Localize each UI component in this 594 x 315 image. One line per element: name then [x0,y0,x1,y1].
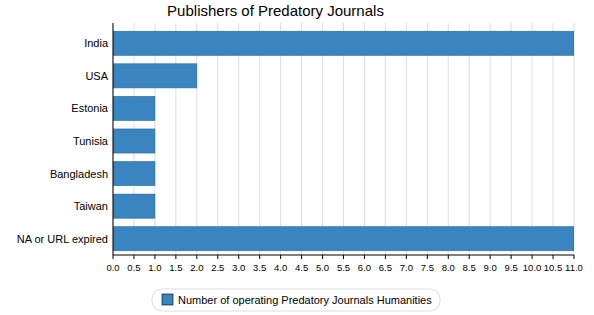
y-tick-label: Estonia [71,102,109,114]
bar [113,162,155,186]
x-tick-label: 3.0 [232,262,245,273]
tick-mark [175,255,176,259]
y-tick-label: Taiwan [74,200,108,212]
x-tick-label: 10.5 [544,262,563,273]
tick-mark [113,255,114,259]
tick-mark [385,255,386,259]
grid-line [553,23,554,255]
grid-line [427,23,428,255]
tick-mark [259,255,260,259]
x-tick-label: 4.5 [295,262,308,273]
x-tick-label: 1.0 [148,262,161,273]
bar [113,31,574,55]
x-tick-label: 2.0 [190,262,203,273]
x-tick-label: 3.5 [253,262,266,273]
grid-line [511,23,512,255]
title: Publishers of Predatory Journals [167,2,384,19]
tick-mark [469,255,470,259]
tick-mark [196,255,197,259]
grid-line [385,23,386,255]
tick-mark [553,255,554,259]
chart-svg: Publishers of Predatory Journals 0.0 0.5 1.… [0,0,594,315]
grid-line [113,23,114,255]
x-tick-label: 2.5 [211,262,224,273]
grid-line [280,23,281,255]
grid-line [217,23,218,255]
x-tick-label: 9.0 [484,262,497,273]
legend-box [152,289,440,311]
tick-mark [154,255,155,259]
y-tick-label: Bangladesh [50,168,108,180]
tick-mark [490,255,491,259]
x-tick-label: 5.5 [337,262,350,273]
grid-line [448,23,449,255]
grid-line [259,23,260,255]
grid-line [238,23,239,255]
grid-line [490,23,491,255]
tick-mark [532,255,533,259]
grid: 0.0 0.5 1.0 1.5 2.0 2.5 3.0 3.5 4.0 4.5 5.0 5.5 6.0 6… [106,23,583,273]
y-tick-label: NA or URL expired [17,233,108,245]
tick-mark [448,255,449,259]
bars [113,31,574,251]
x-tick-label: 7.5 [421,262,434,273]
tick-mark [406,255,407,259]
bar [113,227,574,251]
x-tick-label: 4.0 [274,262,287,273]
legend: Number of operating Predatory Journals H… [152,289,440,311]
chart-container: Publishers of Predatory Journals 0.0 0.5 1.… [0,0,594,315]
grid-line [406,23,407,255]
tick-mark [574,255,575,259]
tick-mark [343,255,344,259]
grid-line [175,23,176,255]
bar [113,96,155,120]
y-tick-label: India [84,37,109,49]
tick-mark [301,255,302,259]
tick-mark [364,255,365,259]
tick-mark [280,255,281,259]
grid-line [574,23,575,255]
x-tick-label: 5.0 [316,262,329,273]
x-tick-label: 1.5 [169,262,182,273]
grid-line [343,23,344,255]
grid-line [532,23,533,255]
x-tick-label: 0.0 [106,262,119,273]
grid-line [322,23,323,255]
bar [113,194,155,218]
x-tick-label: 8.0 [442,262,455,273]
grid-line [364,23,365,255]
grid-line [196,23,197,255]
x-tick-label: 8.5 [463,262,476,273]
x-axis-line [113,255,574,256]
y-tick-label: USA [85,70,108,82]
bar [113,64,197,88]
tick-mark [217,255,218,259]
x-tick-label: 11.0 [565,262,583,273]
legend-swatch [162,294,173,305]
y-tick-label: Tunisia [73,135,109,147]
x-tick-label: 10.0 [523,262,542,273]
tick-mark [427,255,428,259]
tick-mark [133,255,134,259]
tick-mark [238,255,239,259]
x-tick-label: 6.0 [358,262,371,273]
x-tick-label: 0.5 [127,262,140,273]
x-tick-label: 6.5 [379,262,392,273]
x-tick-label: 7.0 [400,262,413,273]
y-axis-line [113,23,114,255]
x-tick-label: 9.5 [505,262,518,273]
grid-line [469,23,470,255]
tick-mark [511,255,512,259]
grid-line [301,23,302,255]
legend-label: Number of operating Predatory Journals H… [178,294,432,306]
bar [113,129,155,153]
tick-mark [322,255,323,259]
